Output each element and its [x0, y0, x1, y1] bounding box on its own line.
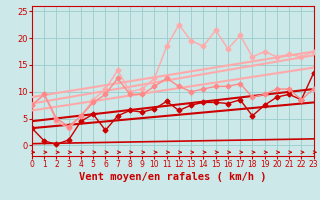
- X-axis label: Vent moyen/en rafales ( km/h ): Vent moyen/en rafales ( km/h ): [79, 172, 267, 182]
